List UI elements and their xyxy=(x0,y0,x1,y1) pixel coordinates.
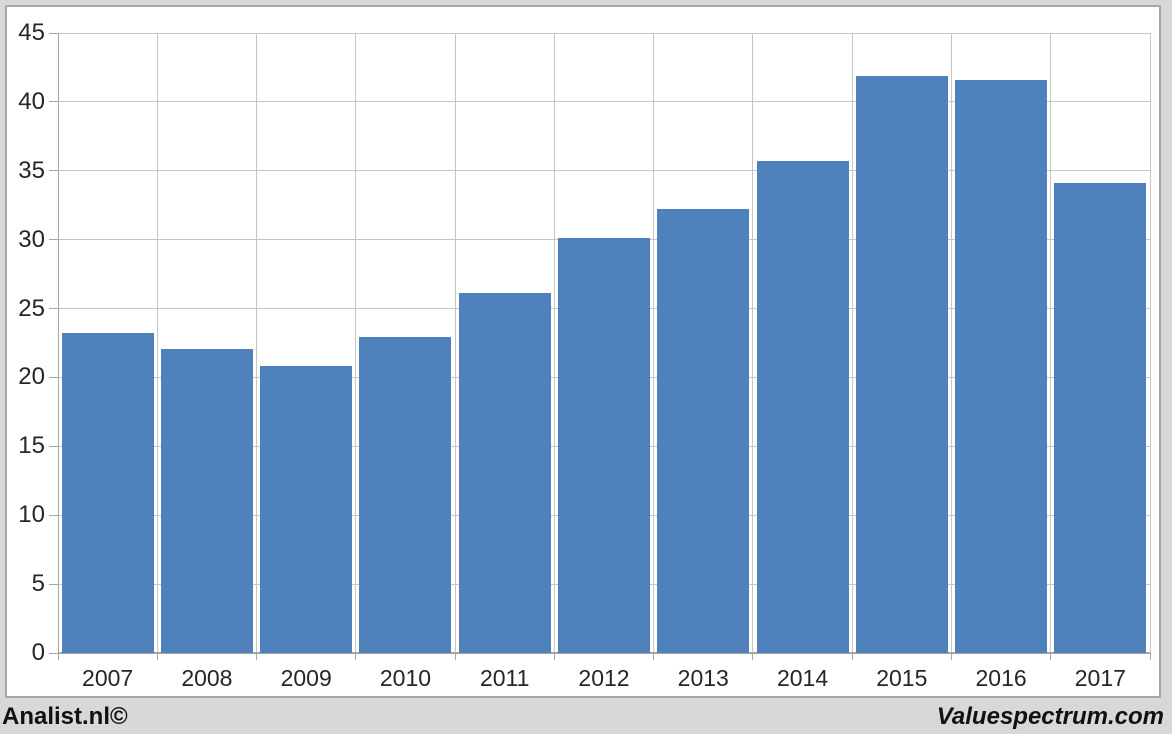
y-axis-label: 35 xyxy=(18,156,45,184)
chart-frame: 0 5 10 15 20 25 30 35 40 45 2007 2008 2009 2010 2011 20… xyxy=(5,5,1161,698)
bar-2014 xyxy=(756,161,849,653)
x-axis-label: 2007 xyxy=(82,665,134,691)
analist-brand: Analist.nl© xyxy=(2,703,128,730)
x-gridline xyxy=(553,33,555,653)
x-axis-label: 2010 xyxy=(379,665,432,691)
bar-2008 xyxy=(160,348,253,653)
x-axis-label: 2012 xyxy=(578,665,630,691)
x-gridline xyxy=(156,33,158,653)
x-gridline xyxy=(851,33,853,653)
x-axis-label: 2014 xyxy=(776,665,829,691)
x-gridline xyxy=(1050,33,1052,653)
x-axis-label: 2015 xyxy=(876,665,928,691)
x-axis-tick xyxy=(156,653,158,660)
bar-2011 xyxy=(458,293,551,653)
x-gridline xyxy=(950,33,952,653)
x-axis-label: 2016 xyxy=(975,665,1027,691)
y-axis-label: 5 xyxy=(31,570,45,598)
x-gridline xyxy=(653,33,655,653)
y-axis-tick xyxy=(49,652,58,654)
y-axis-tick xyxy=(49,376,58,378)
x-axis-label: 2013 xyxy=(677,665,729,691)
plot-area: 0 5 10 15 20 25 30 35 40 45 2007 2008 2009 2010 2011 20… xyxy=(18,21,1151,690)
x-axis-tick xyxy=(57,653,59,660)
y-axis-tick xyxy=(49,239,58,241)
y-axis-label: 30 xyxy=(18,225,45,253)
valuespectrum-brand: Valuespectrum.com xyxy=(936,703,1164,730)
x-axis-tick xyxy=(1050,653,1052,660)
x-axis-label: 2009 xyxy=(280,665,332,691)
y-gridline xyxy=(58,101,1150,103)
x-gridline xyxy=(1149,33,1151,653)
y-axis-tick xyxy=(49,32,58,34)
y-axis-label: 10 xyxy=(18,501,45,529)
x-gridline xyxy=(752,33,754,653)
y-axis-tick xyxy=(49,170,58,172)
footer: Analist.nl© Valuespectrum.com xyxy=(0,701,1172,734)
x-axis-label: 2017 xyxy=(1074,665,1126,691)
y-axis-tick xyxy=(49,101,58,103)
y-axis-label: 45 xyxy=(18,19,45,46)
x-axis-tick xyxy=(653,653,655,660)
x-gridline xyxy=(355,33,357,653)
x-axis-label: 2011 xyxy=(479,665,530,691)
y-axis-label: 0 xyxy=(31,639,45,666)
x-axis-tick xyxy=(1149,653,1151,660)
bar-2012 xyxy=(558,238,650,653)
y-gridline xyxy=(58,32,1150,34)
x-axis-tick xyxy=(355,653,357,660)
y-axis-label: 20 xyxy=(18,363,45,391)
y-axis-tick xyxy=(49,308,58,310)
bar-2015 xyxy=(855,75,948,653)
x-axis-tick xyxy=(454,653,456,660)
bar-2007 xyxy=(61,333,154,653)
x-gridline xyxy=(454,33,456,653)
bar-2010 xyxy=(359,337,452,653)
x-axis-tick xyxy=(950,653,952,660)
x-axis-label: 2008 xyxy=(181,665,233,691)
x-axis-tick xyxy=(553,653,555,660)
y-axis-label: 40 xyxy=(18,87,45,115)
x-axis-tick xyxy=(256,653,258,660)
bar-2016 xyxy=(955,79,1048,653)
x-axis-tick xyxy=(851,653,853,660)
y-axis-label: 15 xyxy=(18,432,45,460)
y-gridline xyxy=(58,170,1150,172)
y-axis-label: 25 xyxy=(18,294,45,322)
bar-2017 xyxy=(1054,183,1147,653)
x-gridline xyxy=(256,33,258,653)
x-axis-tick xyxy=(752,653,754,660)
y-axis-line xyxy=(57,33,59,653)
bar-2013 xyxy=(657,209,750,653)
y-axis-tick xyxy=(49,583,58,585)
y-axis-tick xyxy=(49,514,58,516)
y-axis-tick xyxy=(49,445,58,447)
bar-2009 xyxy=(260,366,353,653)
